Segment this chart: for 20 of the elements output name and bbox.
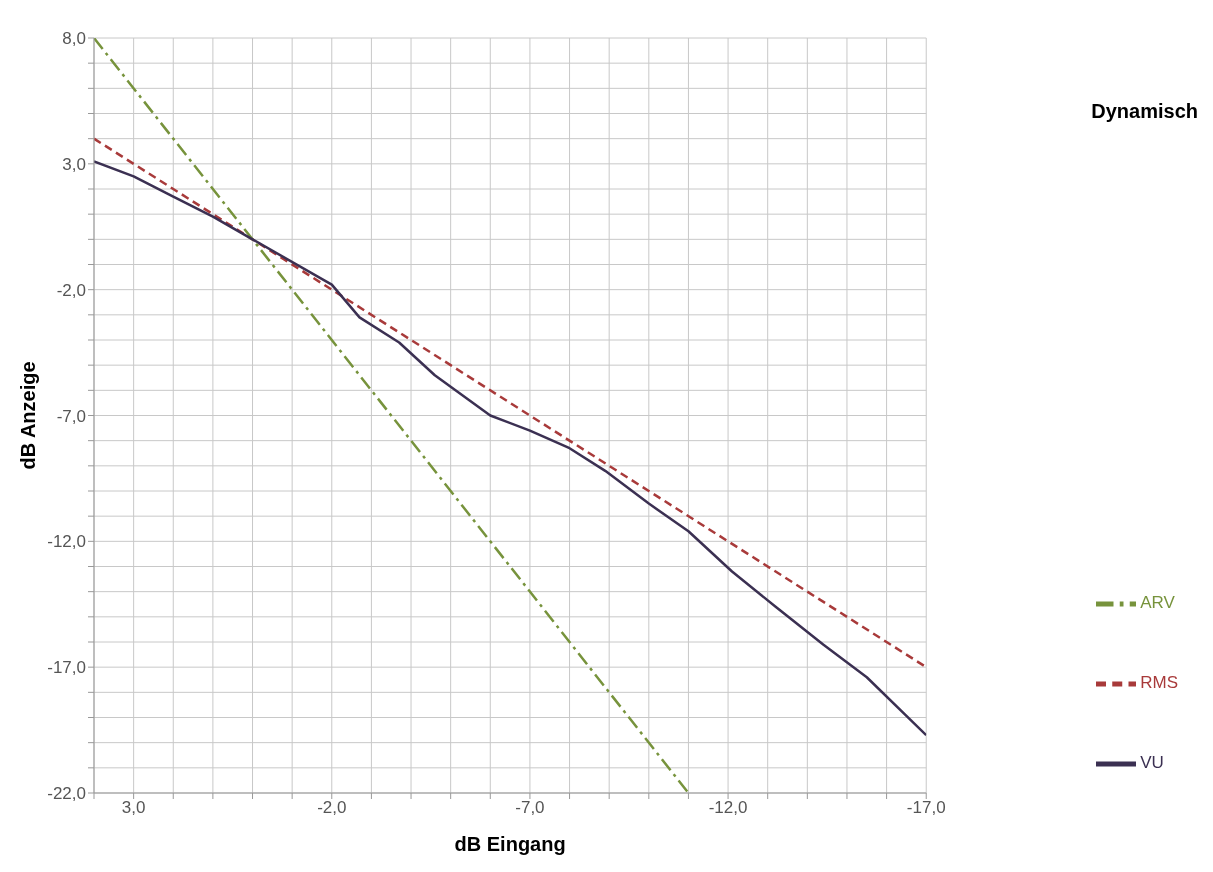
y-axis-title: dB Anzeige xyxy=(17,361,40,470)
y-tick-label: -22,0 xyxy=(47,784,86,804)
x-tick-label: -17,0 xyxy=(906,798,946,818)
text: Dynamisch xyxy=(1091,100,1198,123)
line-series xyxy=(94,160,927,737)
y-tick-label: -2,0 xyxy=(56,280,86,300)
y-tick-label: 8,0 xyxy=(62,29,86,49)
x-tick-label: -7,0 xyxy=(515,798,545,818)
y-tick-label: -12,0 xyxy=(47,532,86,552)
legend-label: ARV xyxy=(1140,593,1175,612)
x-tick-label: 3,0 xyxy=(121,798,146,818)
legend-label: VU xyxy=(1140,753,1164,772)
y-tick-label: -17,0 xyxy=(47,658,86,678)
x-axis-title: dB Eingang xyxy=(454,833,566,855)
legend-label: RMS xyxy=(1140,673,1178,692)
y-tick-label: 3,0 xyxy=(62,154,86,174)
x-tick-label: -12,0 xyxy=(708,798,748,818)
x-tick-label: -2,0 xyxy=(317,798,347,818)
line-series xyxy=(94,137,927,669)
y-tick-label: -7,0 xyxy=(56,406,86,426)
